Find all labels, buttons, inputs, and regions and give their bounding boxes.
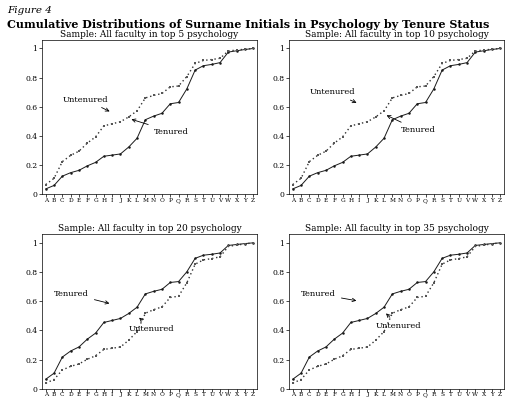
Title: Sample: All faculty in top 10 psychology: Sample: All faculty in top 10 psychology xyxy=(305,30,488,39)
Text: Untenured: Untenured xyxy=(129,318,174,333)
Title: Sample: All faculty in top 35 psychology: Sample: All faculty in top 35 psychology xyxy=(305,224,488,233)
Text: Tenured: Tenured xyxy=(387,116,436,134)
Text: Tenured: Tenured xyxy=(132,119,189,135)
Text: Untenured: Untenured xyxy=(62,96,109,111)
Title: Sample: All faculty in top 20 psychology: Sample: All faculty in top 20 psychology xyxy=(58,224,241,233)
Text: Tenured: Tenured xyxy=(301,290,356,302)
Text: Figure 4: Figure 4 xyxy=(7,6,51,15)
Title: Sample: All faculty in top 5 psychology: Sample: All faculty in top 5 psychology xyxy=(60,30,239,39)
Text: Untenured: Untenured xyxy=(376,314,421,330)
Text: Tenured: Tenured xyxy=(54,290,109,304)
Text: Untenured: Untenured xyxy=(309,88,356,103)
Text: Cumulative Distributions of Surname Initials in Psychology by Tenure Status: Cumulative Distributions of Surname Init… xyxy=(7,19,489,30)
